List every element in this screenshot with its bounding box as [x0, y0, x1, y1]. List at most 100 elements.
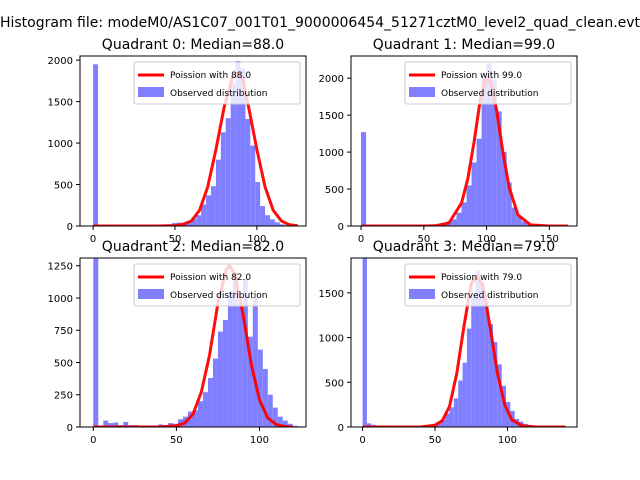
- histogram-bar: [197, 401, 203, 427]
- histogram-bar: [265, 215, 270, 226]
- y-tick: 0: [67, 423, 80, 434]
- legend-box: [133, 61, 301, 105]
- x-tick-label: 50: [169, 234, 182, 245]
- histogram-bar: [458, 380, 463, 427]
- histogram-bar: [436, 422, 441, 427]
- histogram-bar: [123, 421, 129, 427]
- legend-label-observed: Observed distribution: [441, 89, 538, 99]
- histogram-bar: [453, 398, 459, 427]
- histogram-bar: [235, 60, 241, 226]
- y-tick: 500: [325, 378, 351, 389]
- y-tick: 2000: [48, 56, 80, 67]
- quadrant-3-plot-area: [362, 258, 567, 427]
- legend: Poission with 99.0 Observed distribution: [404, 61, 572, 105]
- y-tick: 500: [54, 181, 80, 192]
- histogram-bar: [255, 182, 261, 226]
- y-tick: 1000: [48, 294, 80, 305]
- histogram-bar: [191, 218, 197, 226]
- y-tick-label: 500: [54, 181, 73, 192]
- legend-label-poisson: Poission with 82.0: [170, 273, 251, 283]
- histogram-bar: [461, 202, 467, 226]
- histogram-bar: [488, 324, 493, 427]
- histogram-bar: [466, 328, 472, 427]
- histogram-bar: [445, 413, 450, 427]
- quadrant-2-title: Quadrant 2: Median=82.0: [102, 239, 284, 255]
- y-tick-label: 0: [67, 222, 73, 233]
- histogram-bar: [361, 132, 367, 226]
- x-tick-label: 50: [417, 234, 430, 245]
- quadrant-3-title: Quadrant 3: Median=79.0: [373, 239, 555, 255]
- x-tick-label: 0: [90, 435, 96, 446]
- histogram-bar: [274, 222, 280, 226]
- histogram-bar: [501, 152, 507, 226]
- histogram-bar: [479, 283, 485, 427]
- x-tick: 50: [429, 427, 441, 446]
- x-tick: 150: [540, 226, 559, 245]
- histogram-bar: [108, 423, 114, 427]
- legend-bar-swatch: [138, 289, 164, 299]
- y-tick-label: 1000: [48, 294, 73, 305]
- y-tick-label: 1000: [48, 139, 73, 150]
- histogram-bar: [484, 301, 489, 427]
- histogram-bar: [486, 63, 492, 226]
- histogram-bar: [242, 278, 248, 427]
- histogram-bar: [245, 119, 251, 226]
- histogram-bar: [93, 258, 99, 427]
- axes-frame: [79, 55, 307, 227]
- y-tick-label: 0: [338, 423, 344, 434]
- histogram-bar: [491, 79, 497, 226]
- quadrant-0-plot-area: [93, 60, 300, 226]
- histogram-bar: [212, 358, 218, 427]
- x-tick: 100: [247, 226, 266, 245]
- legend-box: [133, 263, 301, 307]
- x-tick-label: 100: [498, 435, 517, 446]
- legend-label-observed: Observed distribution: [170, 291, 267, 301]
- x-tick: 0: [90, 226, 96, 245]
- histogram-bar: [201, 204, 207, 226]
- histogram-bar: [267, 394, 273, 427]
- y-tick-label: 500: [325, 185, 344, 196]
- histogram-bar: [113, 422, 119, 427]
- histogram-bar: [481, 78, 487, 226]
- histogram-bar: [476, 138, 482, 226]
- histogram-bar: [237, 304, 243, 427]
- figure-suptitle: Histogram file: modeM0/AS1C07_001T01_900…: [0, 15, 640, 31]
- histogram-bar: [215, 159, 221, 226]
- x-tick: 0: [90, 427, 96, 446]
- legend: Poission with 82.0 Observed distribution: [133, 263, 301, 307]
- axes-frame: [350, 55, 578, 227]
- y-tick-label: 2000: [319, 74, 344, 85]
- histogram-bar: [93, 64, 99, 226]
- y-tick: 250: [54, 391, 80, 402]
- x-tick-label: 0: [358, 234, 364, 245]
- y-tick: 500: [54, 358, 80, 369]
- y-tick-label: 1500: [319, 289, 344, 300]
- histogram-bar: [449, 407, 454, 427]
- y-tick: 1000: [319, 148, 351, 159]
- histogram-bar: [456, 212, 462, 226]
- histogram-bar: [511, 207, 517, 226]
- histogram-bar: [217, 331, 223, 427]
- legend-bar-swatch: [409, 87, 435, 97]
- y-tick-label: 1500: [48, 98, 73, 109]
- histogram-bar: [462, 362, 467, 427]
- histogram-bar: [222, 319, 228, 427]
- axes-frame: [350, 257, 578, 428]
- histogram-bar: [440, 419, 446, 427]
- histogram-bar: [516, 216, 522, 226]
- x-tick-label: 0: [359, 435, 365, 446]
- y-tick: 1000: [319, 334, 351, 345]
- legend-label-poisson: Poission with 99.0: [441, 71, 522, 81]
- histogram-bar: [471, 297, 476, 427]
- histogram-bar: [279, 224, 285, 226]
- histogram-bar: [362, 258, 367, 427]
- legend-label-poisson: Poission with 88.0: [170, 71, 251, 81]
- histogram-bar: [497, 364, 502, 427]
- y-tick-label: 1500: [319, 111, 344, 122]
- x-tick: 50: [417, 226, 430, 245]
- x-tick-label: 50: [170, 435, 183, 446]
- legend-label-observed: Observed distribution: [170, 89, 267, 99]
